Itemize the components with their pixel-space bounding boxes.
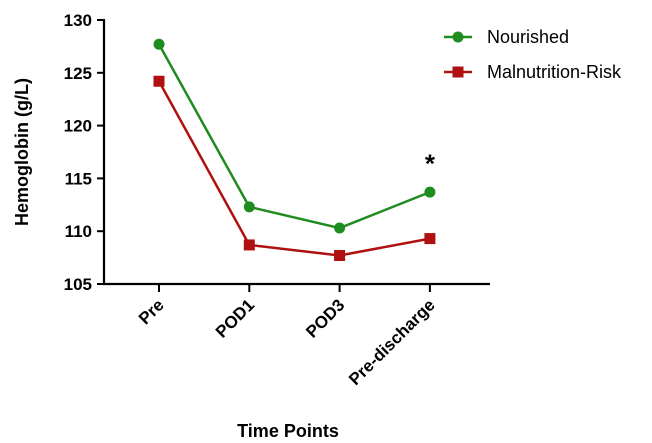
series-line: [157, 43, 431, 230]
data-point: [334, 222, 346, 234]
legend-swatch-marker: [452, 66, 464, 78]
legend-label: Malnutrition-Risk: [487, 62, 622, 82]
series-nourished: [153, 38, 436, 234]
y-tick-label: 125: [64, 64, 92, 83]
y-tick-label: 130: [64, 11, 92, 30]
series-line: [157, 80, 431, 257]
series-layer: [153, 38, 436, 261]
y-tick-label: 105: [64, 275, 92, 294]
data-point: [243, 239, 255, 251]
legend-label: Nourished: [487, 27, 569, 47]
y-tick-label: 110: [65, 222, 92, 241]
x-tick-label: POD1: [212, 295, 258, 341]
data-point: [424, 233, 436, 245]
y-axis-ticks: 105 110 115 120 125 130: [64, 11, 104, 294]
x-tick-label: Pre-discharge: [345, 295, 439, 389]
legend: Nourished Malnutrition-Risk: [444, 27, 622, 82]
legend-swatch-marker: [452, 31, 464, 43]
data-point: [334, 249, 346, 261]
data-point: [153, 38, 165, 50]
data-point: [153, 75, 165, 87]
y-axis-title: Hemoglobin (g/L): [12, 78, 32, 226]
legend-item: Malnutrition-Risk: [444, 62, 622, 82]
data-point: [243, 201, 255, 213]
legend-item: Nourished: [444, 27, 569, 47]
x-tick-label: POD3: [302, 295, 348, 341]
y-tick-label: 120: [64, 117, 92, 136]
x-tick-label: Pre: [135, 295, 168, 328]
y-tick-label: 115: [65, 169, 92, 188]
x-axis-title: Time Points: [237, 421, 339, 441]
annotation-layer: *: [425, 149, 436, 179]
significance-marker: *: [425, 149, 436, 179]
data-point: [424, 186, 436, 198]
series-malnutrition-risk: [153, 75, 436, 261]
